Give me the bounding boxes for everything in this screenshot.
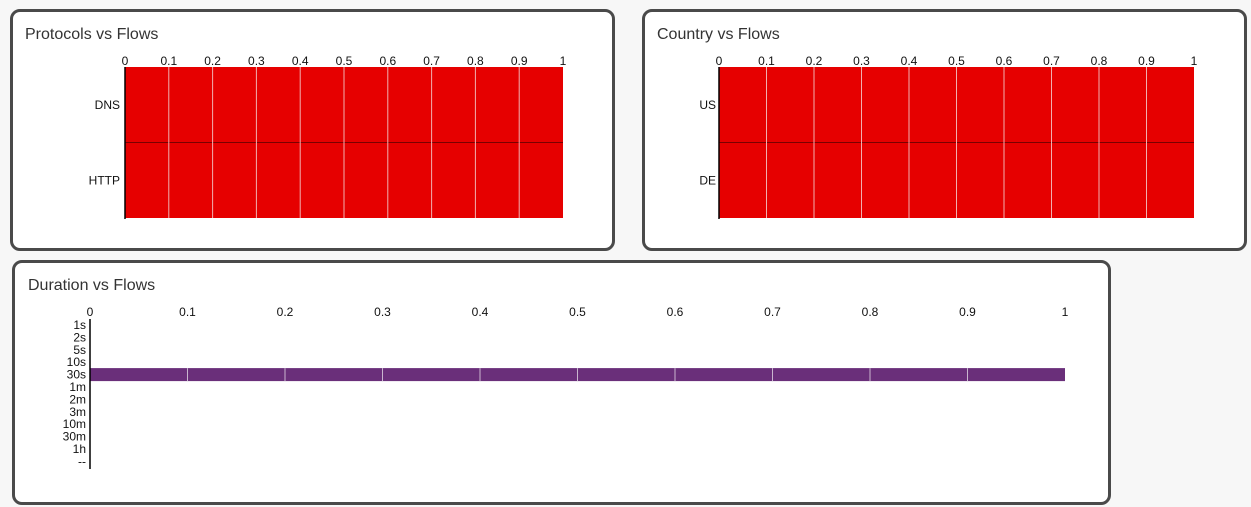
duration-x-tick-label: 0.8	[862, 305, 879, 319]
duration-panel-title: Duration vs Flows	[28, 277, 156, 294]
protocols-x-tick-label: 0.9	[511, 54, 528, 68]
duration-y-tick-label: 30m	[63, 430, 86, 444]
duration-y-tick-label: 5s	[73, 343, 86, 357]
protocols-x-tick-label: 0.6	[379, 54, 396, 68]
protocols-x-tick-label: 0.4	[292, 54, 309, 68]
country-x-tick-label: 0	[716, 54, 723, 68]
protocols-panel-title: Protocols vs Flows	[25, 26, 159, 43]
duration-x-tick-label: 0.6	[667, 305, 684, 319]
country-y-tick-label: DE	[699, 173, 716, 187]
duration-y-tick-label: 2m	[69, 392, 86, 406]
protocols-x-tick-label: 0.3	[248, 54, 265, 68]
duration-x-tick-label: 0	[87, 305, 94, 319]
duration-x-tick-label: 0.2	[277, 305, 294, 319]
protocols-x-tick-label: 1	[560, 54, 567, 68]
country-panel-title: Country vs Flows	[657, 26, 780, 43]
protocols-chart: 0 0.1 0.2 0.3 0.4 0.5 0.6 0.7 0.8 0.9 1 DNS HTTP	[89, 54, 567, 219]
country-y-tick-label: US	[699, 98, 716, 112]
country-x-tick-label: 0.3	[853, 54, 870, 68]
country-x-tick-label: 1	[1191, 54, 1198, 68]
duration-y-tick-label: 1h	[73, 442, 86, 456]
country-x-tick-label: 0.2	[806, 54, 823, 68]
country-chart: 0 0.1 0.2 0.3 0.4 0.5 0.6 0.7 0.8 0.9 1 US DE	[699, 54, 1198, 219]
protocols-x-tick-label: 0	[122, 54, 129, 68]
duration-x-tick-label: 0.3	[374, 305, 391, 319]
duration-panel: Duration vs Flows 0 0.1 0.2 0.3 0.4 0.5 0.6 0.7…	[12, 260, 1111, 505]
country-panel: Country vs Flows 0 0.1 0.2 0.3 0.4 0.5 0.6 0.7 0…	[642, 9, 1247, 251]
duration-x-tick-label: 1	[1062, 305, 1069, 319]
duration-chart: 0 0.1 0.2 0.3 0.4 0.5 0.6 0.7 0.8 0.9 11s2s5s10s30…	[63, 305, 1069, 469]
duration-y-tick-label: 10m	[63, 417, 86, 431]
duration-y-tick-label: 1s	[73, 318, 86, 332]
country-x-tick-label: 0.5	[948, 54, 965, 68]
protocols-y-tick-label: HTTP	[89, 173, 120, 187]
duration-y-tick-label: --	[78, 454, 86, 468]
protocols-x-tick-label: 0.1	[160, 54, 177, 68]
duration-y-tick-label: 3m	[69, 405, 86, 419]
country-x-tick-label: 0.1	[758, 54, 775, 68]
protocols-y-tick-label: DNS	[95, 98, 120, 112]
protocols-panel: Protocols vs Flows 0 0.1 0.2 0.3 0.4 0.5 0.6 0.…	[10, 9, 615, 251]
protocols-x-tick-label: 0.8	[467, 54, 484, 68]
duration-x-tick-label: 0.4	[472, 305, 489, 319]
duration-y-tick-label: 10s	[67, 355, 86, 369]
protocols-x-tick-label: 0.7	[423, 54, 440, 68]
duration-x-tick-label: 0.5	[569, 305, 586, 319]
protocols-x-tick-label: 0.5	[336, 54, 353, 68]
duration-x-tick-label: 0.9	[959, 305, 976, 319]
duration-y-tick-label: 30s	[67, 368, 86, 382]
duration-x-tick-label: 0.7	[764, 305, 781, 319]
duration-x-tick-label: 0.1	[179, 305, 196, 319]
country-x-tick-label: 0.7	[1043, 54, 1060, 68]
country-x-tick-label: 0.4	[901, 54, 918, 68]
duration-y-tick-label: 1m	[69, 380, 86, 394]
country-x-tick-label: 0.6	[996, 54, 1013, 68]
duration-y-tick-label: 2s	[73, 330, 86, 344]
protocols-x-tick-label: 0.2	[204, 54, 221, 68]
country-x-tick-label: 0.8	[1091, 54, 1108, 68]
country-x-tick-label: 0.9	[1138, 54, 1155, 68]
